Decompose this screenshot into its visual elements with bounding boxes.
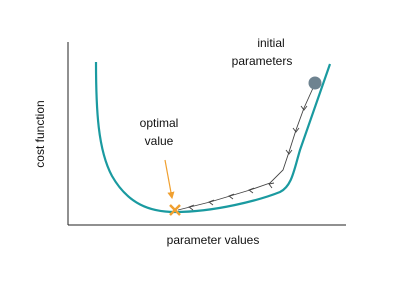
optimal-marker xyxy=(169,204,181,216)
optimal-arrow xyxy=(164,159,175,200)
cost-curve xyxy=(94,61,332,214)
initial-point xyxy=(308,76,322,90)
descent-arrows xyxy=(188,105,308,211)
y-axis-label: cost function xyxy=(33,100,47,167)
annotation-line: optimal xyxy=(140,116,179,130)
annotation-line: value xyxy=(145,134,174,148)
x-axis-label: parameter values xyxy=(167,233,260,247)
descent-path xyxy=(177,87,314,211)
annotation-line: initial xyxy=(257,36,284,50)
annotation-line: parameters xyxy=(232,54,293,68)
